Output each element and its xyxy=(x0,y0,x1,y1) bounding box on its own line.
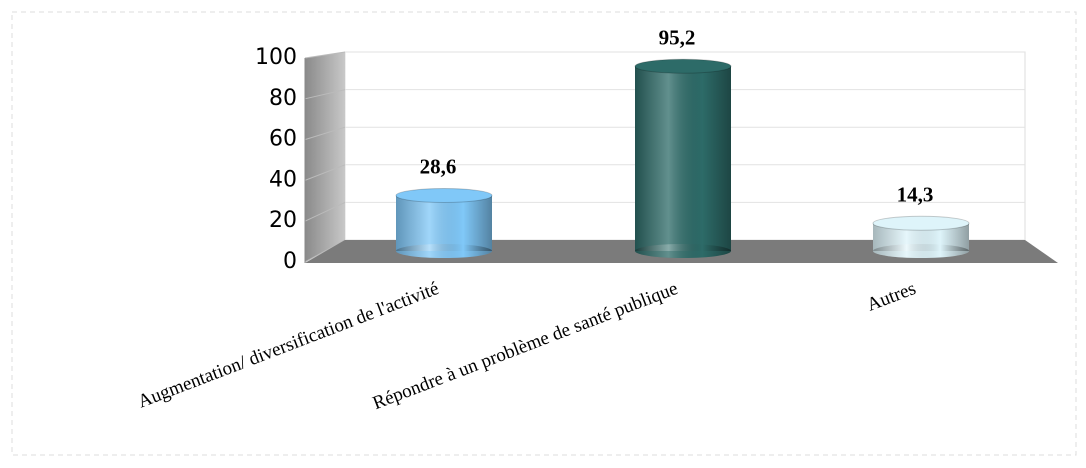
grid-line-side xyxy=(304,239,346,263)
grid-line-side xyxy=(304,201,346,222)
bar xyxy=(395,188,493,258)
y-tick-label: 40 xyxy=(269,167,297,192)
bar-top xyxy=(872,215,970,231)
y-tick-label: 0 xyxy=(283,249,297,274)
grid-line-side xyxy=(304,164,346,181)
bar-body-shade xyxy=(635,66,731,251)
y-tick-label: 60 xyxy=(269,127,297,152)
value-label: 95,2 xyxy=(659,25,696,49)
grid-line-side xyxy=(304,126,346,141)
side-wall xyxy=(305,52,345,262)
value-label: 14,3 xyxy=(897,182,934,206)
grid-line-side xyxy=(304,89,346,100)
frame xyxy=(11,11,1077,456)
y-tick-label: 80 xyxy=(269,86,297,111)
bar xyxy=(872,215,970,258)
x-tick-label: Autres xyxy=(864,278,919,316)
bar xyxy=(634,58,732,258)
y-tick-label: 20 xyxy=(269,208,297,233)
bar-top xyxy=(634,58,732,74)
bar-body-shade xyxy=(396,195,492,251)
value-label: 28,6 xyxy=(420,155,457,179)
bar-top xyxy=(395,188,493,204)
y-tick-label: 100 xyxy=(255,45,297,70)
grid-line-side xyxy=(304,51,346,59)
